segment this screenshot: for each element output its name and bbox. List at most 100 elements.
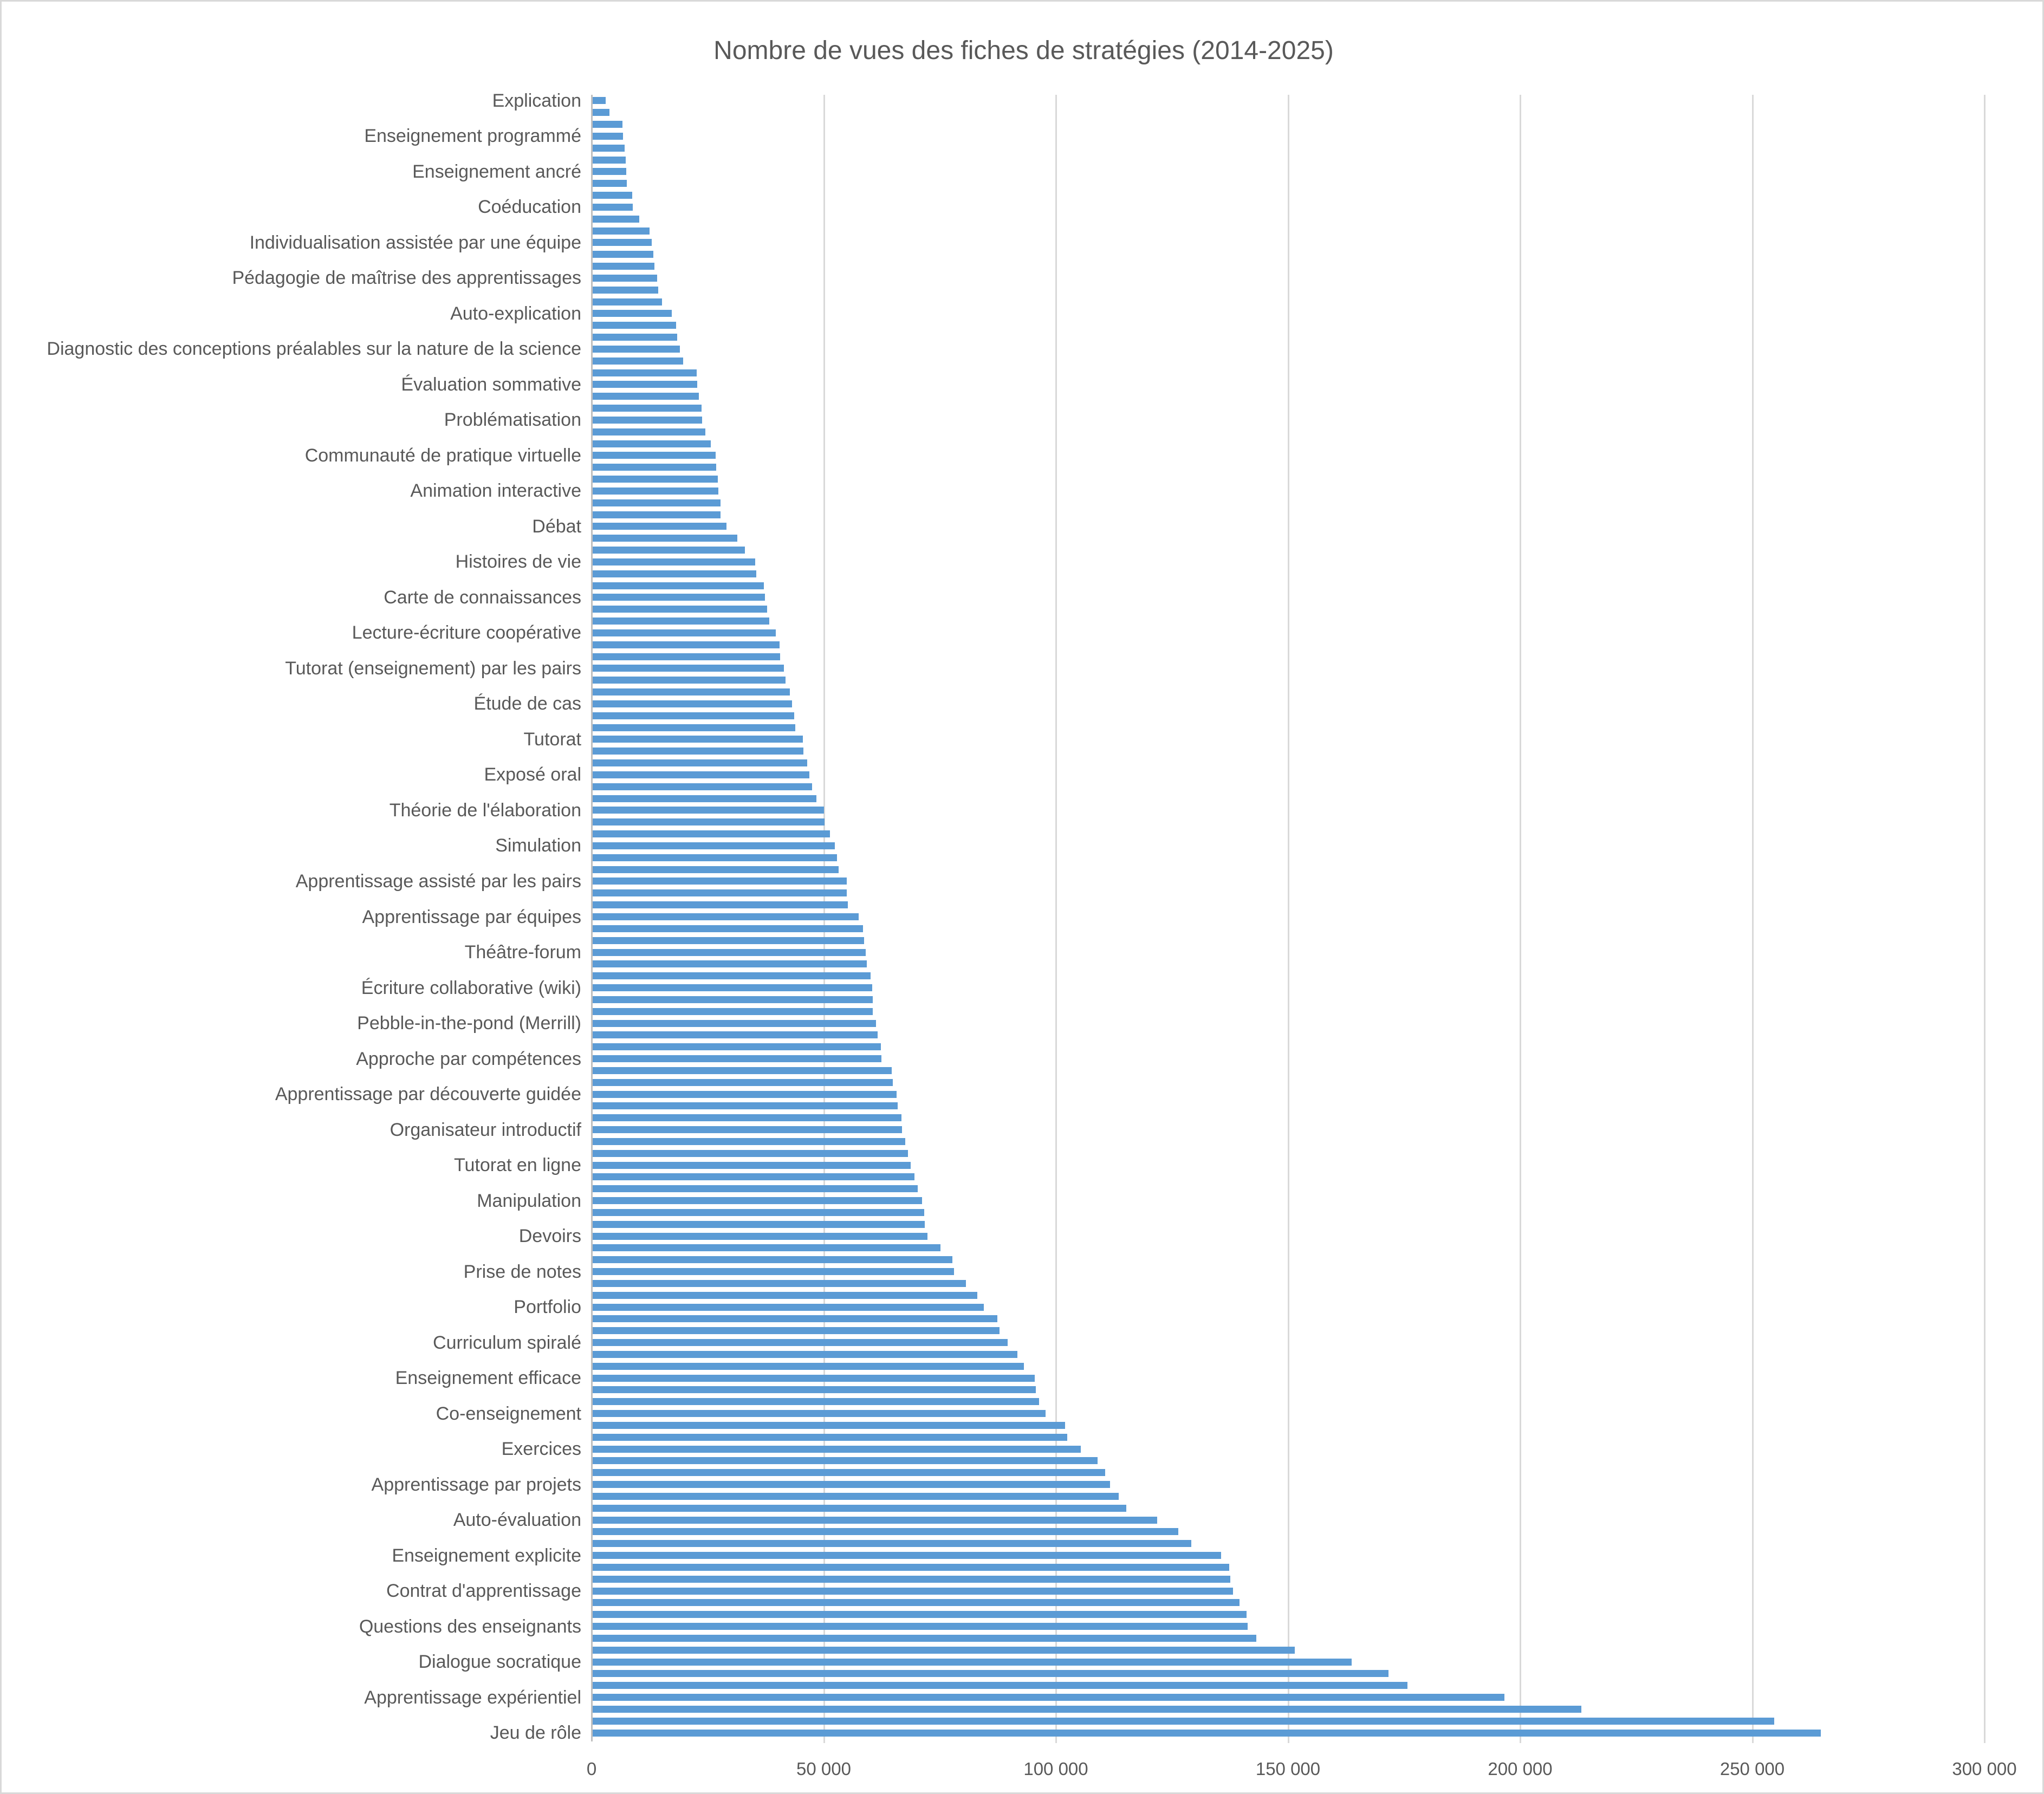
bar [592, 109, 609, 116]
gridline [1520, 95, 1521, 1743]
bar [592, 1362, 1024, 1370]
bar [592, 783, 813, 790]
bar [592, 1481, 1111, 1488]
bar [592, 700, 793, 707]
bar [592, 1433, 1067, 1441]
bar [592, 322, 677, 329]
category-axis-labels: Explication Enseignement programmé Enseign… [2, 2, 582, 1792]
category-label: Étude de cas [473, 693, 581, 714]
category-label: Pebble-in-the-pond (Merrill) [357, 1013, 581, 1034]
category-label: Lecture-écriture coopérative [352, 622, 581, 644]
bar [592, 251, 654, 258]
bar [592, 180, 627, 187]
category-label: Co-enseignement [436, 1403, 581, 1424]
category-label: Théâtre-forum [464, 942, 581, 963]
bar [592, 1185, 918, 1193]
bar [592, 629, 776, 636]
bar [592, 369, 697, 376]
category-label: Exercices [501, 1439, 581, 1460]
bar [592, 452, 716, 459]
bar [592, 334, 677, 341]
bar [592, 1149, 908, 1157]
bar [592, 1244, 940, 1252]
category-label: Enseignement programmé [364, 126, 581, 147]
bar [592, 972, 871, 980]
bar [592, 712, 794, 719]
bar [592, 1197, 923, 1205]
gridline [1055, 95, 1057, 1743]
category-label: Apprentissage par équipes [362, 906, 582, 927]
bar [592, 1504, 1126, 1512]
value-axis-line [591, 95, 593, 1741]
bar [592, 925, 864, 932]
bar [592, 913, 859, 920]
bar [592, 1007, 873, 1015]
category-label: Problématisation [444, 410, 581, 431]
bar [592, 1268, 955, 1276]
bar [592, 948, 866, 956]
bar [592, 1291, 978, 1299]
bar [592, 416, 703, 424]
chart-title: Nombre de vues des fiches de stratégies … [713, 36, 1334, 65]
bar [592, 1575, 1231, 1583]
bar [592, 1599, 1240, 1607]
bar [592, 748, 803, 755]
gridline [1984, 95, 1985, 1743]
bar [592, 1315, 998, 1323]
bar [592, 381, 697, 388]
category-label: Apprentissage expérientiel [364, 1687, 581, 1708]
category-label: Communauté de pratique virtuelle [304, 445, 581, 466]
category-label: Contrat d'apprentissage [386, 1581, 581, 1602]
bar [592, 1303, 984, 1311]
bar [592, 1717, 1774, 1725]
bar [592, 97, 606, 105]
category-label: Débat [532, 516, 581, 537]
bar [592, 1031, 878, 1039]
bar [592, 357, 683, 365]
bar [592, 1729, 1821, 1737]
x-tick-label: 0 [586, 1759, 597, 1779]
bar [592, 1138, 906, 1145]
x-tick-label: 50 000 [796, 1759, 851, 1779]
bar [592, 132, 624, 140]
bar [592, 818, 825, 826]
category-label: Tutorat [523, 729, 581, 750]
category-label: Portfolio [514, 1297, 581, 1318]
category-label: Auto-évaluation [453, 1510, 581, 1531]
bar [592, 1043, 881, 1051]
gridline [1287, 95, 1289, 1743]
bar [592, 677, 786, 684]
bar [592, 594, 765, 601]
bar [592, 440, 711, 447]
bar [592, 830, 830, 838]
bar [592, 535, 738, 542]
category-label: Théorie de l'élaboration [389, 800, 581, 821]
bar [592, 854, 837, 861]
category-label: Devoirs [518, 1226, 581, 1247]
gridline [1751, 95, 1754, 1743]
bar [592, 889, 847, 897]
bar [592, 428, 706, 435]
bar [592, 1445, 1081, 1453]
bar [592, 1623, 1248, 1630]
bar [592, 1516, 1157, 1524]
bar [592, 1540, 1192, 1548]
category-label: Coéducation [478, 197, 581, 218]
category-label: Approche par compétences [356, 1048, 581, 1069]
bar [592, 1705, 1582, 1713]
bar [592, 1398, 1040, 1406]
bar [592, 156, 626, 164]
category-label: Animation interactive [410, 480, 581, 502]
bar [592, 1646, 1295, 1654]
bar [592, 937, 865, 944]
bar [592, 487, 719, 495]
bar [592, 1611, 1247, 1618]
category-label: Enseignement ancré [412, 161, 581, 182]
bar [592, 511, 721, 518]
category-label: Exposé oral [484, 764, 581, 785]
category-label: Pédagogie de maîtrise des apprentissages [232, 268, 581, 289]
bar [592, 877, 847, 885]
bar [592, 1374, 1035, 1382]
bar [592, 653, 781, 660]
